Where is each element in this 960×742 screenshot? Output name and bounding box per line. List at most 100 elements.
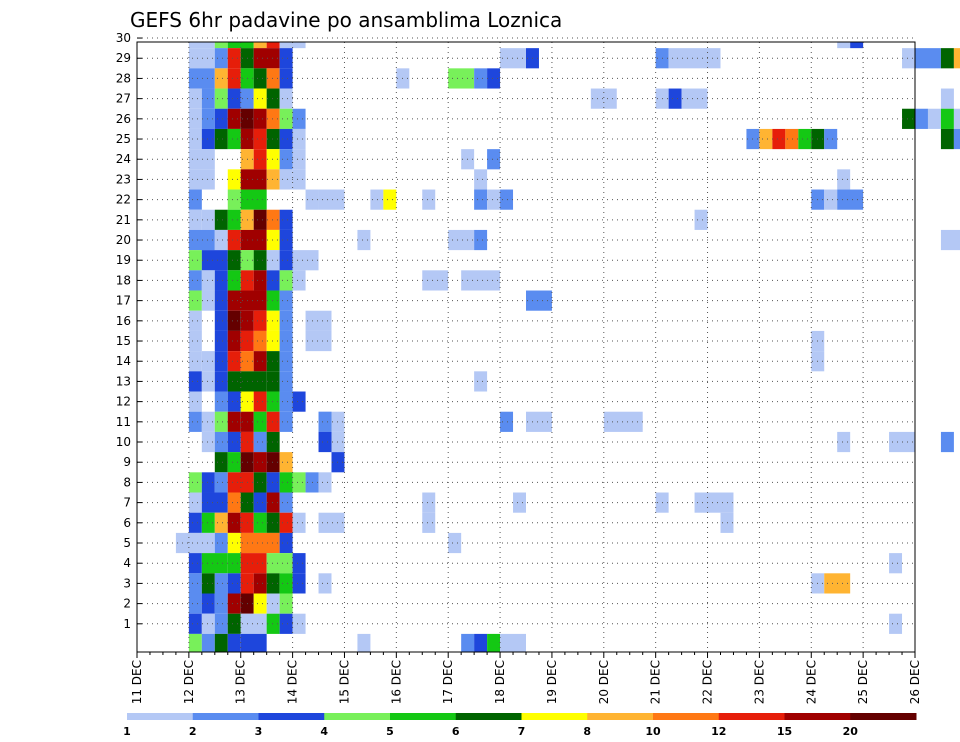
heatmap-cell xyxy=(279,108,293,129)
heatmap-cell xyxy=(266,250,280,271)
heatmap-cell xyxy=(902,48,915,69)
heatmap-cell xyxy=(253,270,267,291)
x-tick-label: 24 DEC xyxy=(804,660,818,704)
heatmap-cell xyxy=(292,169,306,190)
y-tick-label: 30 xyxy=(116,31,131,45)
heatmap-cell xyxy=(279,613,293,634)
heatmap-cell xyxy=(292,250,319,271)
heatmap-cell xyxy=(188,229,215,251)
heatmap-cell xyxy=(837,169,851,190)
heatmap-cell xyxy=(279,229,293,251)
heatmap-cell xyxy=(889,553,903,574)
legend-label: 7 xyxy=(518,725,526,738)
heatmap-cell xyxy=(292,270,306,291)
heatmap-cell xyxy=(188,330,202,352)
legend-label: 5 xyxy=(386,725,394,738)
heatmap-cell xyxy=(214,411,228,432)
heatmap-cell xyxy=(188,149,215,170)
heatmap-cell xyxy=(227,351,241,372)
heatmap-cell xyxy=(188,209,202,230)
heatmap-cell xyxy=(227,229,241,251)
heatmap-cell xyxy=(279,391,293,412)
heatmap-cell xyxy=(279,169,293,190)
heatmap-cell xyxy=(227,68,241,89)
x-tick-label: 11 DEC xyxy=(130,660,144,704)
heatmap-cell xyxy=(214,48,228,69)
heatmap-cell xyxy=(772,128,786,150)
heatmap-cell xyxy=(214,371,228,392)
heatmap-cell xyxy=(279,492,293,513)
x-tick-label: 23 DEC xyxy=(752,660,766,704)
heatmap-cell xyxy=(240,189,267,210)
y-tick-label: 21 xyxy=(116,213,131,227)
heatmap-cell xyxy=(279,411,293,432)
y-tick-label: 15 xyxy=(116,334,131,348)
heatmap-cell xyxy=(487,189,501,210)
heatmap-cell xyxy=(422,189,436,210)
heatmap-cell xyxy=(227,633,241,652)
heatmap-cell xyxy=(188,250,202,271)
heatmap-cell xyxy=(214,270,228,291)
heatmap-cell xyxy=(279,48,293,69)
heatmap-cell xyxy=(266,290,280,311)
x-tick-label: 18 DEC xyxy=(493,660,507,704)
heatmap-cell xyxy=(279,512,293,533)
y-tick-label: 10 xyxy=(116,435,131,449)
heatmap-cell xyxy=(266,270,280,291)
heatmap-cell xyxy=(253,573,267,594)
legend-label: 4 xyxy=(320,725,328,738)
heatmap-cell xyxy=(188,351,202,372)
heatmap-cell xyxy=(357,633,371,652)
heatmap-cell xyxy=(279,532,293,554)
heatmap-cell xyxy=(253,391,267,412)
heatmap-cell xyxy=(318,472,332,493)
y-tick-label: 14 xyxy=(116,354,131,368)
heatmap-cell xyxy=(902,108,915,129)
heatmap-cell xyxy=(422,512,436,533)
heatmap-cell xyxy=(188,593,202,614)
legend-label: 6 xyxy=(452,725,460,738)
heatmap-cell xyxy=(292,573,306,594)
y-tick-label: 6 xyxy=(123,516,131,530)
y-tick-label: 19 xyxy=(116,253,131,267)
heatmap-cell xyxy=(188,128,202,150)
y-tick-label: 18 xyxy=(116,273,131,287)
heatmap-cell xyxy=(201,108,215,129)
heatmap-cell xyxy=(240,532,280,554)
heatmap-cell xyxy=(227,189,241,210)
grid-lines xyxy=(137,37,915,652)
heatmap-cell xyxy=(188,633,202,652)
heatmap-cell xyxy=(214,128,228,150)
heatmap-cell xyxy=(214,290,228,311)
heatmap-cell xyxy=(953,48,960,69)
heatmap-cell xyxy=(305,310,332,331)
legend-label: 15 xyxy=(777,725,792,738)
heatmap-cell xyxy=(188,553,202,574)
heatmap-cell xyxy=(292,149,306,170)
heatmap-cell xyxy=(240,169,267,190)
heatmap-cell xyxy=(227,88,241,109)
heatmap-cell xyxy=(500,189,514,210)
heatmap-cell xyxy=(279,573,293,594)
heatmap-cells xyxy=(175,42,960,652)
heatmap-cell xyxy=(227,411,241,432)
heatmap-cell xyxy=(279,472,293,493)
heatmap-cell xyxy=(279,42,306,49)
heatmap-cell xyxy=(266,128,280,150)
heatmap-cell xyxy=(214,108,228,129)
heatmap-cell xyxy=(513,492,526,513)
heatmap-cell xyxy=(240,633,267,652)
heatmap-cell xyxy=(668,88,682,109)
heatmap-cell xyxy=(227,492,241,513)
heatmap-cell xyxy=(201,411,215,432)
heatmap-cell xyxy=(292,108,306,129)
y-tick-label: 9 xyxy=(123,455,131,469)
heatmap-cell xyxy=(953,128,960,150)
heatmap-cell xyxy=(253,149,267,170)
x-tick-label: 21 DEC xyxy=(649,660,663,704)
legend-swatch xyxy=(784,713,851,720)
heatmap-cell xyxy=(940,88,954,109)
chart-title: GEFS 6hr padavine po ansamblima Loznica xyxy=(130,8,562,32)
heatmap-cell xyxy=(253,68,267,89)
